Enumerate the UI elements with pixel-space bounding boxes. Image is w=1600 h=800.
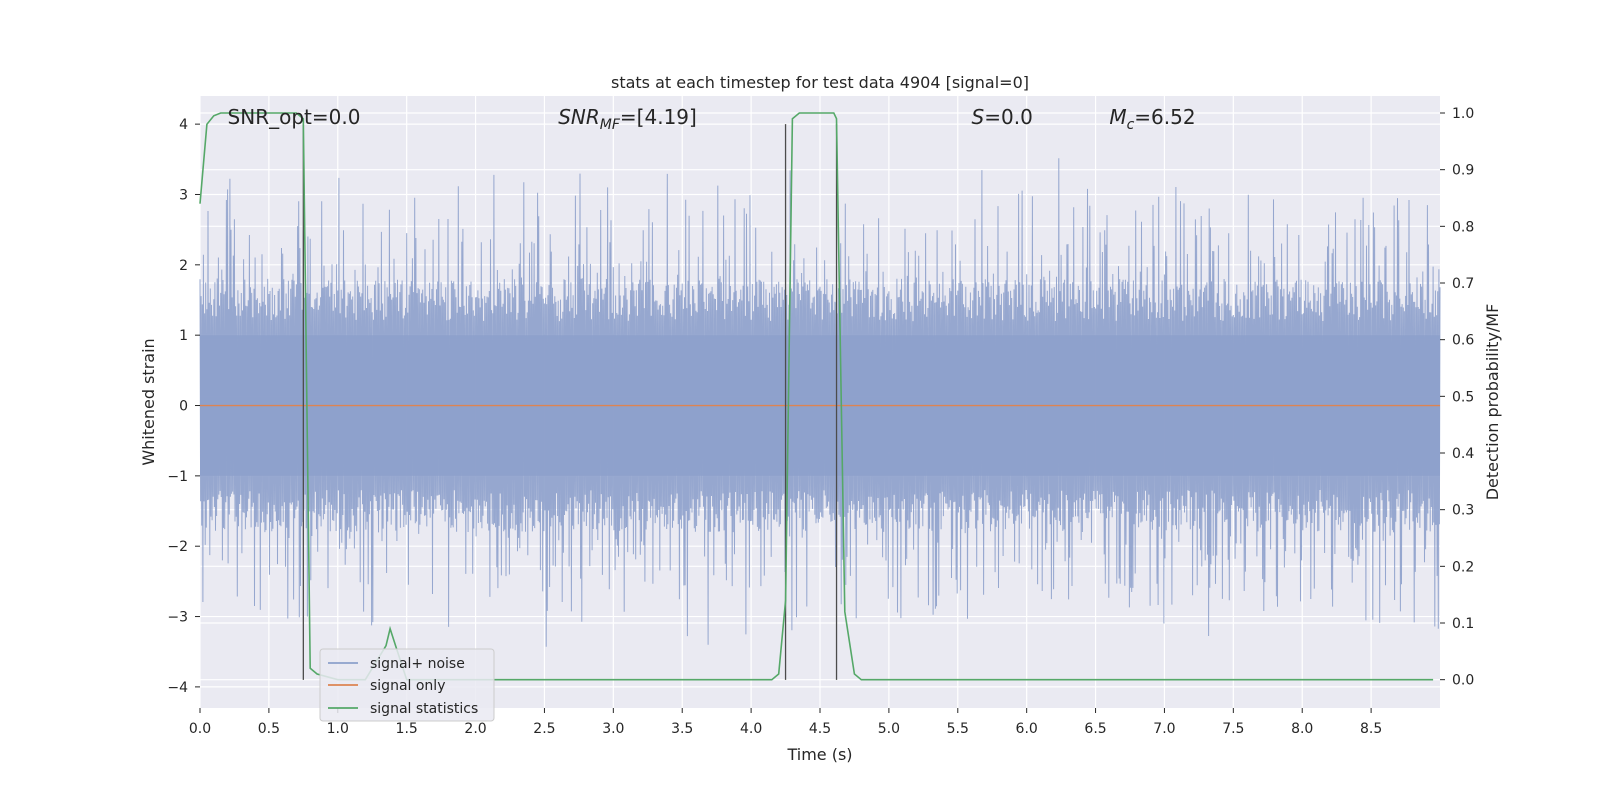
x-tick-label: 5.0 <box>878 721 900 737</box>
x-tick-label: 4.5 <box>809 721 831 737</box>
x-tick-label: 6.5 <box>1084 721 1106 737</box>
y-left-tick-label: −2 <box>167 539 188 555</box>
y-left-tick-label: −1 <box>167 469 188 485</box>
y-axis-label-left: Whitened strain <box>139 338 158 465</box>
x-tick-label: 7.0 <box>1153 721 1175 737</box>
x-tick-label: 4.0 <box>740 721 762 737</box>
y-left-tick-label: 2 <box>179 258 188 274</box>
x-tick-label: 6.0 <box>1016 721 1038 737</box>
y-right-tick-label: 1.0 <box>1452 106 1474 122</box>
y-right-tick-label: 0.4 <box>1452 446 1474 462</box>
y-right-tick-label: 0.9 <box>1452 163 1474 179</box>
noise-trace <box>199 158 1441 647</box>
legend-label-noise: signal+ noise <box>370 656 465 672</box>
annotation-text: SNR_opt=0.0 <box>228 105 361 129</box>
legend: signal+ noise signal only signal statist… <box>319 648 495 722</box>
x-tick-label: 0.5 <box>258 721 280 737</box>
y-left-tick-label: −3 <box>167 610 188 626</box>
x-tick-label: 0.0 <box>189 721 211 737</box>
y-left-tick-label: 4 <box>179 117 188 133</box>
y-left-axis-ticks: 4 3 2 1 0 −1 −2 −3 −4 <box>167 117 200 696</box>
y-left-tick-label: 1 <box>179 328 188 344</box>
signal-statistics-line <box>199 112 1434 681</box>
legend-label-signal: signal only <box>370 678 445 694</box>
x-axis-label: Time (s) <box>786 745 852 764</box>
x-axis-ticks: 0.0 0.5 1.0 1.5 2.0 2.5 3.0 3.5 4.0 4.5 5.0 5.5 6.0 6… <box>189 708 1382 737</box>
x-tick-label: 2.5 <box>533 721 555 737</box>
y-right-tick-label: 0.5 <box>1452 389 1474 405</box>
x-tick-label: 1.5 <box>396 721 418 737</box>
chart-title: stats at each timestep for test data 490… <box>611 73 1029 92</box>
x-tick-label: 1.0 <box>327 721 349 737</box>
y-right-tick-label: 0.7 <box>1452 276 1474 292</box>
y-right-tick-label: 0.3 <box>1452 503 1474 519</box>
annotation-text: SNRMF=[4.19] <box>558 105 697 133</box>
legend-label-stats: signal statistics <box>370 701 478 717</box>
annotations: SNR_opt=0.0 SNRMF=[4.19] S=0.0 Mc=6.52 <box>228 105 1196 133</box>
x-tick-label: 8.0 <box>1291 721 1313 737</box>
y-left-tick-label: 0 <box>179 399 188 415</box>
x-tick-label: 3.0 <box>602 721 624 737</box>
y-right-tick-label: 0.8 <box>1452 219 1474 235</box>
x-tick-label: 3.5 <box>671 721 693 737</box>
y-left-tick-label: −4 <box>167 680 188 696</box>
annotation-text: S=0.0 <box>972 105 1033 129</box>
y-right-tick-label: 0.0 <box>1452 673 1474 689</box>
y-right-tick-label: 0.6 <box>1452 333 1474 349</box>
y-left-tick-label: 3 <box>179 187 188 203</box>
legend-box <box>319 648 495 722</box>
x-tick-label: 7.5 <box>1222 721 1244 737</box>
y-axis-label-right: Detection probability/MF <box>1483 304 1502 501</box>
x-tick-label: 8.5 <box>1360 721 1382 737</box>
y-right-tick-label: 0.2 <box>1452 559 1474 575</box>
y-right-tick-label: 0.1 <box>1452 616 1474 632</box>
annotation-text: Mc=6.52 <box>1109 105 1195 133</box>
x-tick-label: 5.5 <box>947 721 969 737</box>
x-tick-label: 2.0 <box>464 721 486 737</box>
y-right-axis-ticks: 1.0 0.9 0.8 0.7 0.6 0.5 0.4 0.3 0.2 0.1 0.0 <box>1440 106 1474 689</box>
